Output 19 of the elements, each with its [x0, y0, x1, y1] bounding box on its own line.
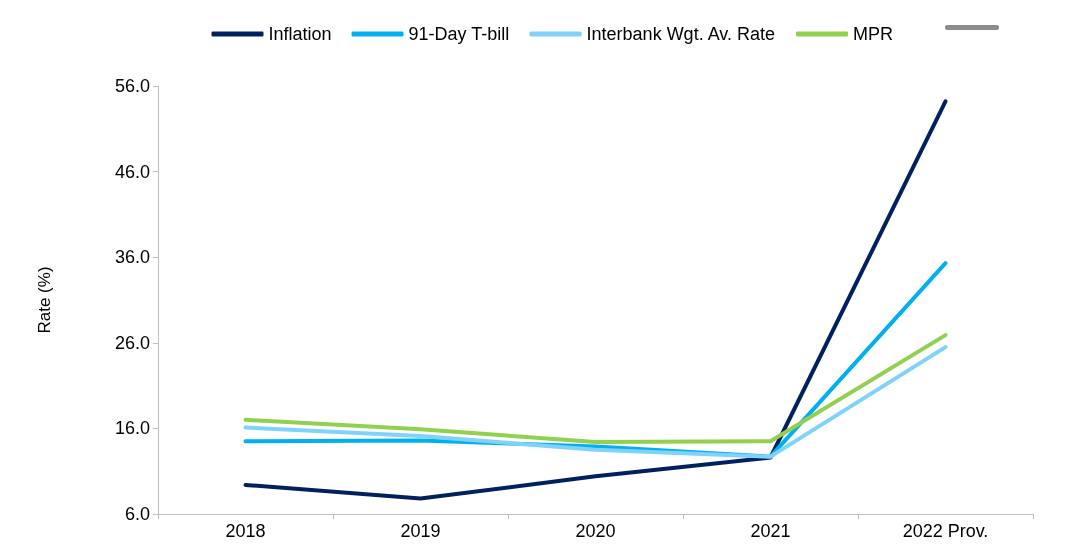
- line-series: [243, 345, 948, 459]
- x-tick-label: 2021: [750, 521, 791, 541]
- y-tick-label: 16.0: [114, 418, 150, 439]
- legend-label: Interbank Wgt. Av. Rate: [586, 24, 776, 44]
- y-tick-label: 6.0: [124, 504, 150, 524]
- legend-label: 91-Day T-bill: [408, 24, 510, 44]
- line-series: [243, 333, 948, 445]
- legend-label: MPR: [853, 24, 893, 44]
- y-tick-label: 36.0: [114, 247, 150, 268]
- y-tick-label: 56.0: [114, 76, 150, 96]
- x-tick-label: 2020: [575, 521, 616, 541]
- line-series: [243, 99, 948, 501]
- x-tick-label: 2022 Prov.: [902, 521, 989, 541]
- y-tick-label: 46.0: [114, 161, 150, 182]
- x-tick-label: 2019: [400, 521, 441, 541]
- x-tick-label: 2018: [225, 521, 266, 541]
- y-axis-title: Rate (%): [35, 266, 54, 334]
- legend-label: Inflation: [268, 24, 332, 44]
- y-tick-label: 26.0: [114, 332, 150, 353]
